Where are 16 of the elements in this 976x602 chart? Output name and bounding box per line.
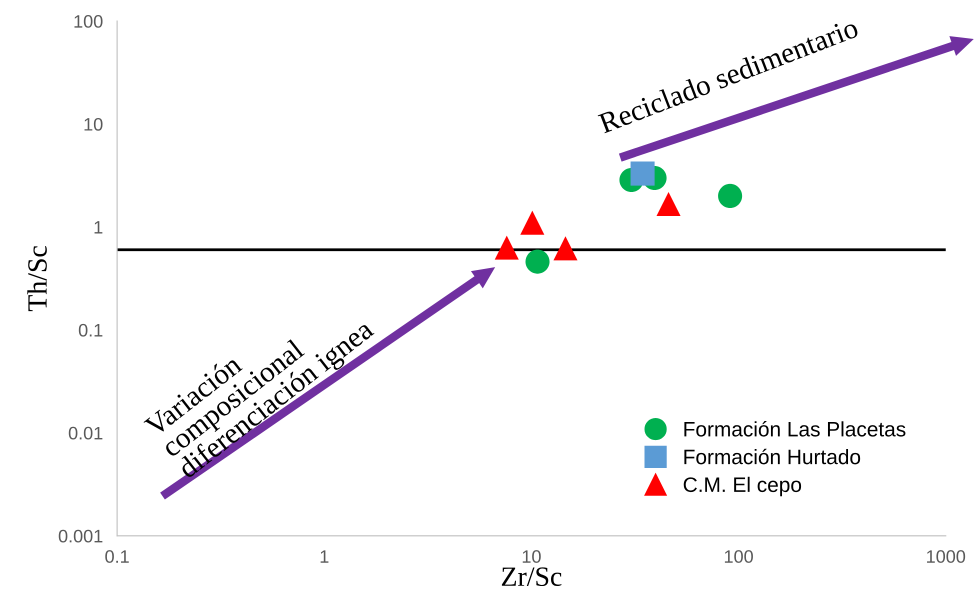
y-tick-label: 0.001 [58,530,102,542]
y-tick-label: 100 [74,15,103,28]
legend-label: Formación Las Placetas [684,421,906,437]
x-tick-label: 100 [724,550,753,563]
x-tick-label: 0.1 [105,550,129,563]
legend-label: C.M. El cepo [684,476,802,496]
y-tick-label: 0.1 [78,324,102,337]
y-tick-label: 1 [94,221,102,234]
y-tick-label: 10 [84,118,103,131]
x-axis-title: Zr/Sc [502,567,562,586]
x-tick-label: 1000 [927,550,966,563]
x-tick-label: 1 [320,550,328,563]
legend-label: Formación Hurtado [684,448,860,464]
y-tick-label: 0.01 [68,426,102,440]
x-tick-label: 10 [522,550,541,563]
y-axis-title: Th/Sc [27,246,47,312]
